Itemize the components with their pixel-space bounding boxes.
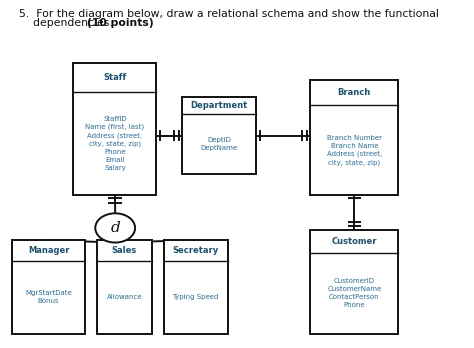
Text: dependencies.: dependencies.: [19, 18, 116, 28]
FancyBboxPatch shape: [310, 80, 398, 195]
Text: CustomerID
CustomerName
ContactPerson
Phone: CustomerID CustomerName ContactPerson Ph…: [327, 278, 382, 308]
Text: Typing Speed: Typing Speed: [173, 294, 219, 300]
Text: StaffID
Name (first, last)
Address (street,
city, state, zip)
Phone
Email
Salary: StaffID Name (first, last) Address (stre…: [85, 116, 145, 171]
Text: Allowance: Allowance: [107, 294, 142, 300]
Text: Customer: Customer: [332, 237, 377, 246]
Text: DeptID
DeptName: DeptID DeptName: [201, 137, 238, 151]
Text: d: d: [110, 221, 120, 235]
Text: 5.  For the diagram below, draw a relational schema and show the functional: 5. For the diagram below, draw a relatio…: [19, 9, 439, 19]
Text: Branch Number
Branch Name
Address (street,
city, state, zip): Branch Number Branch Name Address (stree…: [327, 135, 382, 166]
FancyBboxPatch shape: [97, 240, 152, 334]
Circle shape: [95, 213, 135, 243]
Text: Secretary: Secretary: [173, 246, 219, 255]
Text: Sales: Sales: [112, 246, 137, 255]
Text: Branch: Branch: [337, 88, 371, 97]
FancyBboxPatch shape: [164, 240, 228, 334]
Text: Manager: Manager: [28, 246, 69, 255]
FancyBboxPatch shape: [310, 230, 398, 334]
Text: (10 points): (10 points): [87, 18, 154, 28]
Text: Department: Department: [191, 101, 248, 110]
FancyBboxPatch shape: [12, 240, 85, 334]
Text: MgrStartDate
Bonus: MgrStartDate Bonus: [25, 291, 72, 304]
Text: Staff: Staff: [103, 73, 127, 82]
FancyBboxPatch shape: [73, 63, 156, 195]
FancyBboxPatch shape: [182, 97, 256, 174]
